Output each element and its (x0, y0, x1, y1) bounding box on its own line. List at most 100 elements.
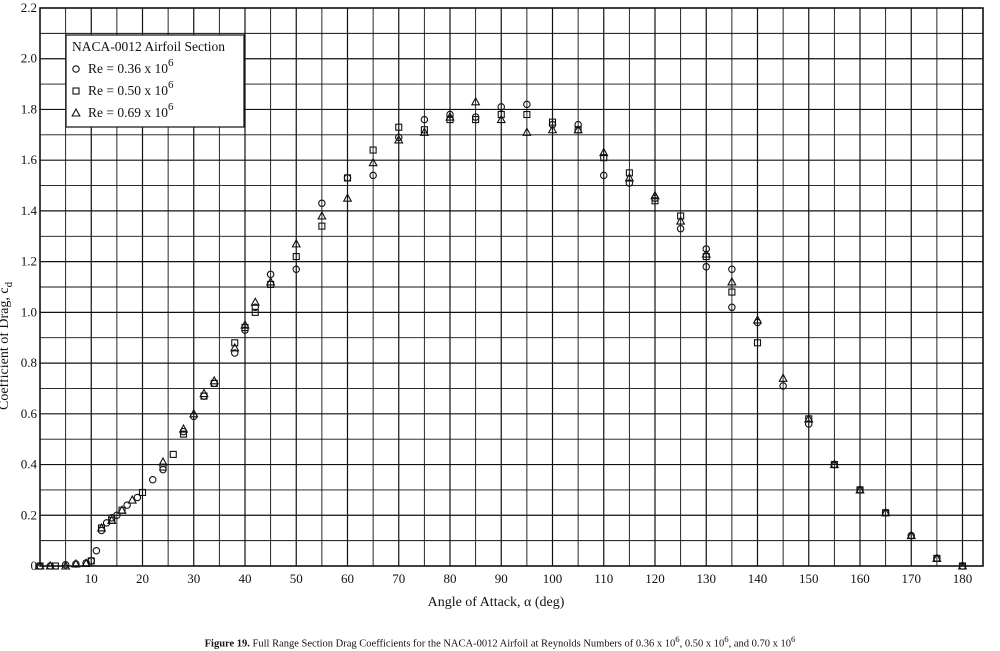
data-point-circle (446, 110, 454, 119)
data-point-triangle (368, 157, 378, 167)
x-tick-label: 130 (697, 571, 717, 586)
legend-marker-triangle (71, 107, 81, 117)
x-tick-label: 150 (799, 571, 819, 586)
data-point-triangle (547, 124, 558, 134)
x-tick-label: 40 (239, 571, 252, 586)
data-point-square (343, 174, 352, 182)
data-point-triangle (445, 111, 455, 121)
y-axis-label: Coefficient of Drag, cd (0, 281, 15, 410)
data-point-circle (292, 265, 300, 273)
legend-entry-label: Re = 0.50 x 106 (88, 79, 174, 98)
x-tick-label: 80 (444, 571, 457, 586)
data-point-square (625, 169, 633, 177)
data-point-circle (420, 115, 429, 124)
y-tick-label: 1.4 (21, 203, 38, 218)
caption-exp-2: 6 (724, 634, 729, 644)
data-point-square (231, 339, 239, 347)
data-point-triangle (199, 388, 209, 398)
data-point-square (87, 557, 95, 565)
x-tick-label: 90 (495, 571, 508, 586)
legend-marker-square (72, 87, 80, 95)
data-point-triangle (158, 456, 168, 466)
x-tick-label: 50 (290, 571, 303, 586)
data-point-square (651, 197, 659, 205)
data-point-square (600, 154, 608, 162)
series-triangle (35, 96, 968, 570)
data-point-circle (149, 476, 157, 484)
data-point-triangle (317, 210, 327, 220)
data-point-triangle (342, 193, 353, 202)
data-point-triangle (599, 147, 609, 157)
y-tick-label: 1.6 (21, 152, 38, 167)
x-tick-label: 180 (953, 571, 973, 586)
data-point-circle (369, 171, 377, 180)
data-point-triangle (727, 276, 737, 286)
data-point-square (369, 146, 377, 154)
data-point-square (169, 450, 177, 458)
data-point-square (395, 123, 403, 131)
data-point-triangle (178, 423, 189, 433)
data-point-triangle (650, 190, 660, 200)
data-point-circle (523, 100, 531, 109)
legend: NACA-0012 Airfoil Section Re = 0.36 x 10… (65, 34, 245, 128)
data-point-triangle (291, 238, 301, 248)
y-tick-label: 0.4 (21, 457, 38, 472)
x-tick-label: 20 (136, 571, 149, 586)
data-point-circle (123, 501, 131, 509)
data-point-triangle (855, 484, 865, 494)
y-tick-label: 0.6 (21, 406, 38, 421)
x-tick-label: 170 (902, 571, 922, 586)
data-point-triangle (35, 560, 45, 570)
legend-entry-exponent: 6 (168, 101, 174, 113)
data-point-circle (318, 199, 326, 208)
data-point-circle (625, 179, 634, 187)
legend-box (65, 34, 245, 128)
data-point-square (523, 110, 531, 119)
data-point-square (753, 339, 762, 347)
data-point-triangle (906, 530, 916, 540)
data-point-triangle (96, 522, 107, 532)
y-tick-label: 2.2 (21, 0, 37, 15)
x-tick-label: 100 (543, 571, 563, 586)
data-point-circle (728, 303, 736, 312)
legend-entry-label: Re = 0.69 x 106 (88, 101, 174, 120)
x-tick-label: 160 (850, 571, 870, 586)
data-point-square (497, 110, 505, 119)
x-tick-label: 60 (341, 571, 354, 586)
data-point-square (677, 212, 685, 220)
caption-label: Figure 19. (204, 638, 250, 650)
y-axis-label-main: Coefficient of Drag, c (0, 287, 12, 410)
data-point-triangle (624, 172, 635, 182)
legend-entry-label: Re = 0.36 x 106 (88, 57, 174, 76)
data-point-triangle (60, 560, 71, 570)
data-point-triangle (880, 507, 891, 517)
figure-caption: Figure 19. Full Range Section Drag Coeff… (0, 634, 1000, 650)
data-point-triangle (394, 134, 404, 144)
data-point-triangle (804, 413, 814, 423)
data-point-square (179, 430, 188, 438)
data-point-triangle (778, 373, 788, 382)
caption-exp-3: 6 (791, 634, 796, 644)
data-point-triangle (470, 96, 481, 106)
data-point-square (159, 463, 167, 471)
data-point-circle (574, 120, 582, 129)
x-tick-label: 30 (187, 571, 200, 586)
caption-mid: , 0.50 x 10 (679, 638, 725, 650)
data-point-triangle (573, 124, 583, 134)
data-point-square (251, 308, 259, 316)
data-point-circle (599, 171, 608, 180)
legend-entry-exponent: 6 (168, 57, 174, 69)
data-point-triangle (419, 127, 430, 136)
data-point-triangle (675, 215, 686, 225)
data-point-square (420, 126, 428, 134)
data-point-triangle (81, 558, 91, 568)
data-point-circle (92, 547, 101, 555)
data-point-circle (702, 245, 710, 253)
y-tick-label: 1.2 (21, 254, 37, 269)
data-point-circle (251, 303, 260, 312)
x-tick-label: 120 (645, 571, 665, 586)
data-point-square (292, 253, 300, 261)
data-point-circle (676, 224, 685, 233)
caption-exp-1: 6 (675, 634, 680, 644)
data-point-square (318, 222, 326, 230)
